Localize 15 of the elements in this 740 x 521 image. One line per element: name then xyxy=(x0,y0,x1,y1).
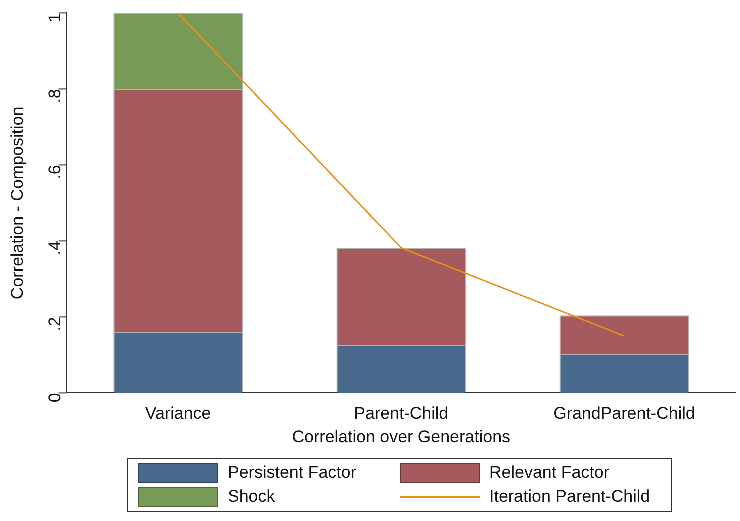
legend-label: Shock xyxy=(228,487,276,507)
x-tick-label: GrandParent-Child xyxy=(554,404,696,424)
legend-label: Persistent Factor xyxy=(228,463,356,483)
y-axis-title: Correlation - Composition xyxy=(8,106,27,300)
y-tick-label: 0 xyxy=(45,393,64,403)
y-tick-label: .2 xyxy=(45,317,64,332)
x-tick-label: Variance xyxy=(145,404,212,424)
x-tick-label: Parent-Child xyxy=(354,404,449,424)
y-tick-label: 1 xyxy=(45,13,64,23)
y-tick-label: .6 xyxy=(45,165,64,180)
legend-label: Iteration Parent-Child xyxy=(490,487,650,507)
y-tick-label: .8 xyxy=(45,89,64,104)
x-axis-title: Correlation over Generations xyxy=(292,427,511,446)
legend-label: Relevant Factor xyxy=(490,463,610,483)
y-tick-label: .4 xyxy=(45,241,64,256)
